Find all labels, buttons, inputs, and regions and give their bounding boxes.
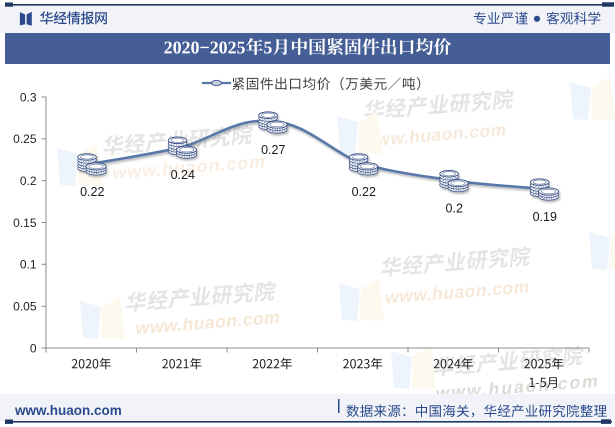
svg-text:0.2: 0.2 [20, 174, 37, 188]
svg-text:0.27: 0.27 [261, 143, 285, 157]
svg-text:0.1: 0.1 [20, 258, 37, 272]
svg-text:0.19: 0.19 [533, 210, 557, 224]
svg-text:0.24: 0.24 [171, 168, 195, 182]
svg-text:0.05: 0.05 [13, 300, 37, 314]
svg-text:0.3: 0.3 [20, 90, 37, 104]
svg-text:0.25: 0.25 [13, 132, 37, 146]
svg-text:0: 0 [30, 341, 37, 355]
svg-text:0.22: 0.22 [80, 185, 104, 199]
svg-text:0.15: 0.15 [13, 216, 37, 230]
svg-text:www.huaon.com: www.huaon.com [14, 403, 122, 418]
svg-text:0.2: 0.2 [446, 202, 463, 216]
svg-text:0.22: 0.22 [352, 185, 376, 199]
